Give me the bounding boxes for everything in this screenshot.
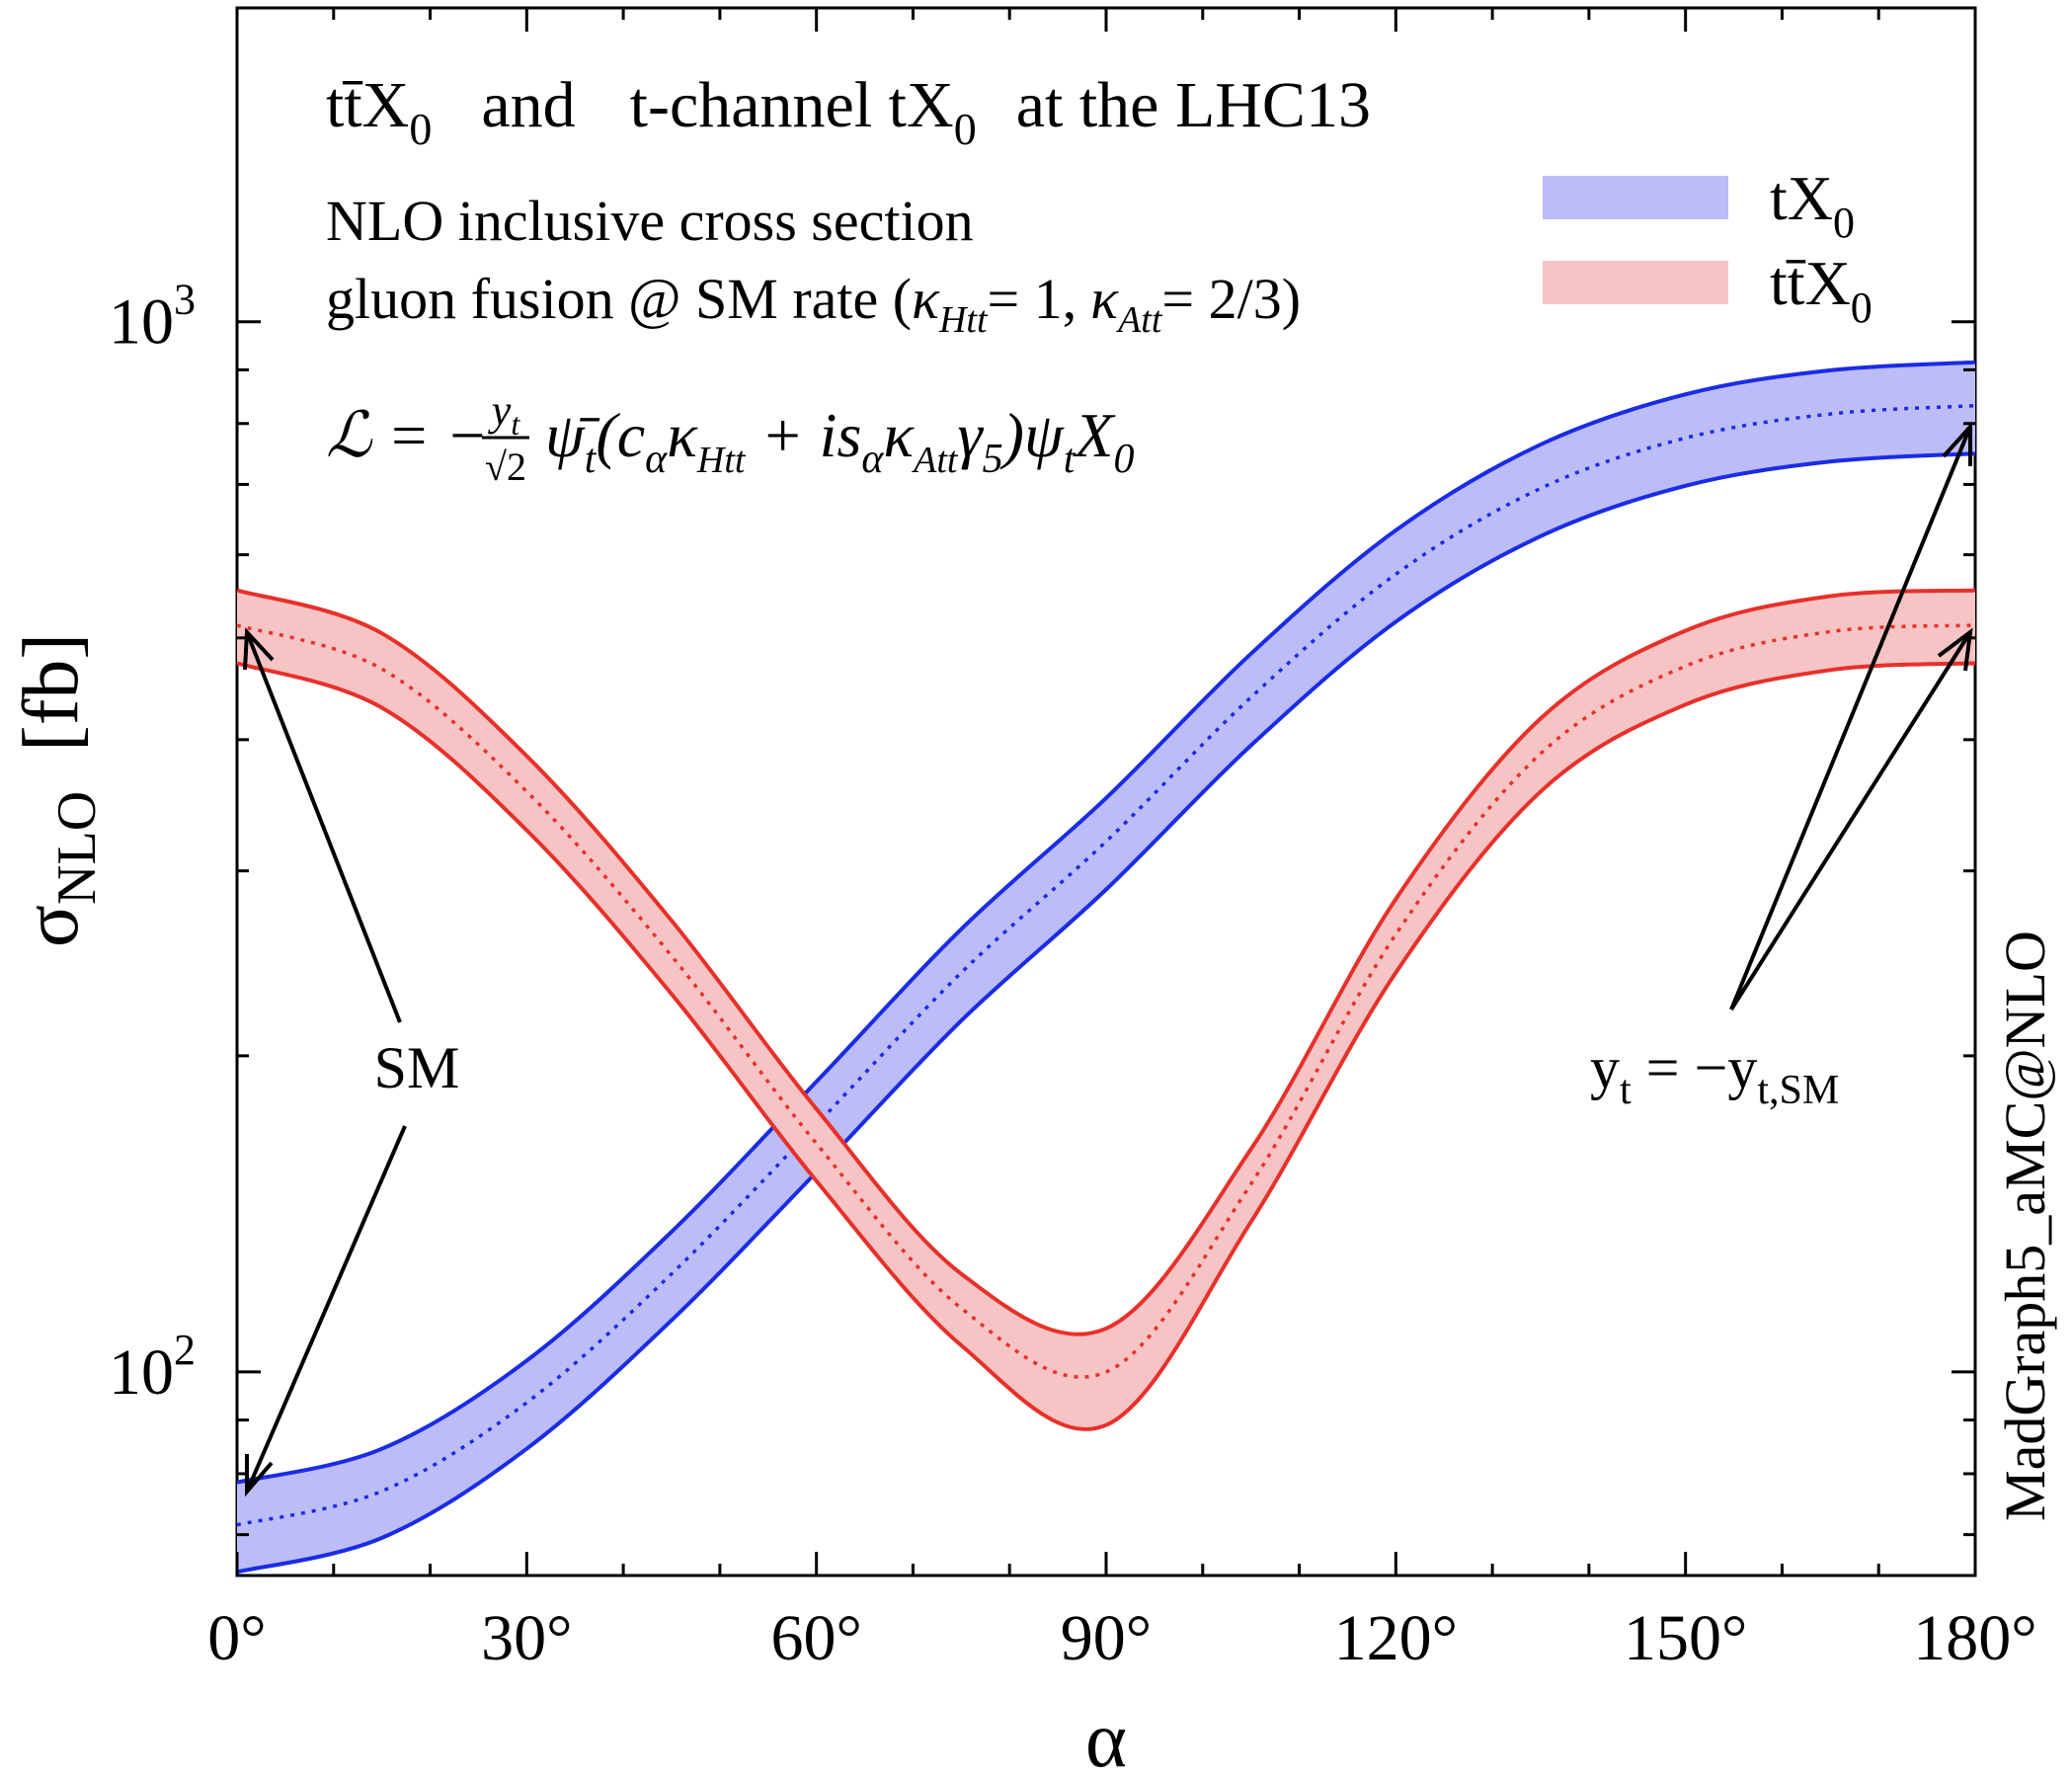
side-label: MadGraph5_aMC@NLO bbox=[1993, 930, 2057, 1521]
yt-arrow-upper bbox=[1729, 426, 1972, 1010]
svg-text:ψ̄t(cακHtt + isακAttγ5)ψtX0: ψ̄t(cακHtt + isακAttγ5)ψtX0 bbox=[545, 400, 1134, 482]
series-bands bbox=[236, 360, 1976, 1575]
x-tick-label: 90° bbox=[1061, 1602, 1152, 1674]
x-tick-label: 60° bbox=[770, 1602, 861, 1674]
yt-arrow-upper-head bbox=[1942, 421, 1972, 466]
svg-text:σNLO[fb]: σNLO [fb] bbox=[8, 633, 108, 947]
series-0 bbox=[236, 360, 1976, 1575]
y-axis-label: σNLO [fb] bbox=[8, 633, 108, 947]
band-lower-1 bbox=[236, 661, 1976, 1431]
y-axis-label-sub: NLO bbox=[46, 791, 108, 905]
y-tick-label: 102 bbox=[109, 1326, 196, 1409]
x-tick-label: 30° bbox=[481, 1602, 572, 1674]
legend-label-tx0: tX0 bbox=[1770, 163, 1855, 247]
yt-annotation: yt = −yt,SM bbox=[1590, 421, 1973, 1113]
x-tick-label: 120° bbox=[1334, 1602, 1458, 1674]
legend-swatch-ttx0 bbox=[1543, 261, 1728, 304]
yt-arrow-lower bbox=[1729, 630, 1972, 1011]
legend: tX0 tt̄X0 bbox=[1543, 163, 1873, 332]
x-tick-label: 0° bbox=[207, 1602, 266, 1674]
band-center-1 bbox=[236, 623, 1976, 1379]
x-tick-label: 150° bbox=[1624, 1602, 1747, 1674]
x-axis-label: α bbox=[1085, 1697, 1127, 1778]
x-tick-label: 180° bbox=[1913, 1602, 2036, 1674]
sm-arrow-down bbox=[245, 1125, 407, 1493]
y-axis-label-symbol: σ bbox=[8, 905, 95, 947]
subtitle-line-2: gluon fusion @ SM rate (κHtt= 1, κAtt= 2/… bbox=[326, 267, 1301, 341]
tick-labels: 0° 30° 60° 90° 120° 150° 180° bbox=[207, 1602, 2036, 1674]
lagrangian: ℒ = − yt √2 ψ̄t(cακHtt + isακAttγ5)ψtX0 bbox=[326, 386, 1134, 489]
sm-arrow-down-head bbox=[245, 1454, 274, 1497]
band-fill-1 bbox=[237, 590, 1975, 1429]
sm-annotation: SM bbox=[243, 627, 460, 1497]
sm-arrow-up bbox=[245, 631, 402, 1023]
legend-swatch-tx0 bbox=[1543, 176, 1728, 219]
axis-ticks bbox=[235, 8, 1977, 1576]
y-tick-label: 103 bbox=[109, 276, 196, 359]
band-upper-1 bbox=[236, 588, 1976, 1336]
band-upper-0 bbox=[236, 360, 1976, 1485]
subtitle-line-1: NLO inclusive cross section bbox=[326, 189, 974, 253]
sm-arrow-up-head bbox=[243, 627, 275, 671]
svg-text:√2: √2 bbox=[485, 444, 526, 489]
yt-label: yt = −yt,SM bbox=[1590, 1035, 1839, 1113]
y-tick-labels: 102 103 bbox=[109, 276, 196, 1409]
y-axis-label-unit: [fb] bbox=[8, 633, 95, 752]
legend-label-ttx0: tt̄X0 bbox=[1770, 248, 1873, 332]
band-lower-0 bbox=[236, 451, 1976, 1575]
series-1 bbox=[236, 588, 1976, 1431]
svg-text:yt: yt bbox=[488, 386, 521, 442]
chart-title: tt̄X0 and t-channel tX0 at the LHC13 bbox=[326, 69, 1371, 154]
sm-label: SM bbox=[374, 1035, 460, 1100]
yt-arrow-lower-head bbox=[1937, 627, 1973, 672]
svg-text:ℒ = −: ℒ = − bbox=[326, 400, 488, 470]
band-fill-0 bbox=[237, 362, 1975, 1573]
